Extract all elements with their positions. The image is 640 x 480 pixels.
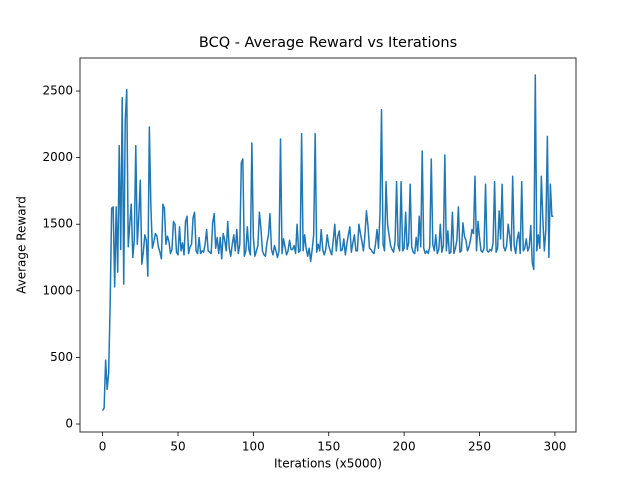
plot-frame bbox=[79, 57, 577, 433]
y-tick-label: 2000 bbox=[42, 150, 73, 164]
x-tick-label: 50 bbox=[170, 440, 185, 454]
chart-title: BCQ - Average Reward vs Iterations bbox=[199, 35, 457, 51]
y-tick-label: 500 bbox=[50, 350, 73, 364]
x-axis-label: Iterations (x5000) bbox=[274, 457, 382, 471]
x-tick-label: 0 bbox=[99, 440, 107, 454]
y-tick-label: 1500 bbox=[42, 217, 73, 231]
x-tick-label: 150 bbox=[317, 440, 340, 454]
x-tick-label: 250 bbox=[468, 440, 491, 454]
x-tick-label: 100 bbox=[242, 440, 265, 454]
x-tick-label: 300 bbox=[543, 440, 566, 454]
y-tick-label: 2500 bbox=[42, 84, 73, 98]
y-tick-label: 1000 bbox=[42, 283, 73, 297]
x-tick-label: 200 bbox=[393, 440, 416, 454]
y-tick-label: 0 bbox=[65, 417, 73, 431]
data-line bbox=[101, 74, 554, 412]
y-axis-label: Average Reward bbox=[15, 196, 29, 294]
